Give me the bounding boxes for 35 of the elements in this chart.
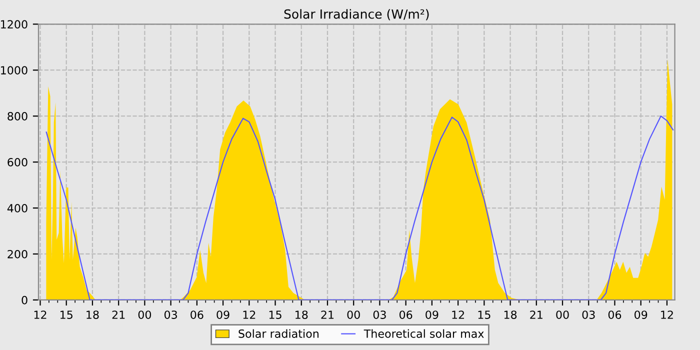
x-tick-label: 21 (530, 310, 542, 319)
x-tick-label: 18 (86, 310, 99, 319)
x-tick-label: 15 (269, 310, 282, 319)
x-tick-label: 12 (243, 310, 256, 319)
chart-title: Solar Irradiance (W/m²) (284, 9, 429, 20)
x-tick-label: 06 (190, 310, 204, 319)
x-tick-label: 09 (426, 310, 438, 319)
x-tick-label: 12 (452, 310, 464, 319)
x-tick-label: 00 (556, 310, 569, 319)
y-tick-label: 200 (8, 250, 28, 258)
x-tick-label: 09 (216, 310, 230, 319)
x-tick-label: 18 (504, 310, 517, 319)
y-tick-label: 600 (8, 158, 28, 166)
x-tick-label: 00 (347, 310, 360, 319)
x-tick-label: 03 (164, 310, 177, 319)
legend-label: Solar radiation (238, 329, 318, 338)
x-tick-label: 15 (60, 310, 72, 319)
x-tick-label: 00 (138, 310, 152, 319)
x-tick-label: 15 (478, 310, 490, 319)
x-tick-label: 06 (399, 310, 412, 319)
y-tick-label: 800 (8, 112, 28, 120)
x-tick-label: 12 (34, 310, 46, 319)
x-tick-label: 21 (112, 310, 125, 319)
y-tick-label: 400 (7, 204, 28, 212)
x-tick-label: 06 (608, 310, 622, 319)
y-tick-label: 1200 (1, 20, 28, 29)
legend-label: Theoretical solar max (364, 329, 484, 338)
x-tick-label: 09 (634, 310, 648, 319)
x-tick-label: 03 (582, 310, 595, 319)
x-tick-label: 12 (661, 310, 673, 319)
y-tick-label: 1000 (1, 66, 28, 74)
x-tick-label: 18 (296, 310, 308, 319)
y-tick-label: 0 (22, 296, 28, 304)
x-tick-label: 21 (321, 310, 334, 319)
x-tick-label: 03 (373, 310, 386, 319)
